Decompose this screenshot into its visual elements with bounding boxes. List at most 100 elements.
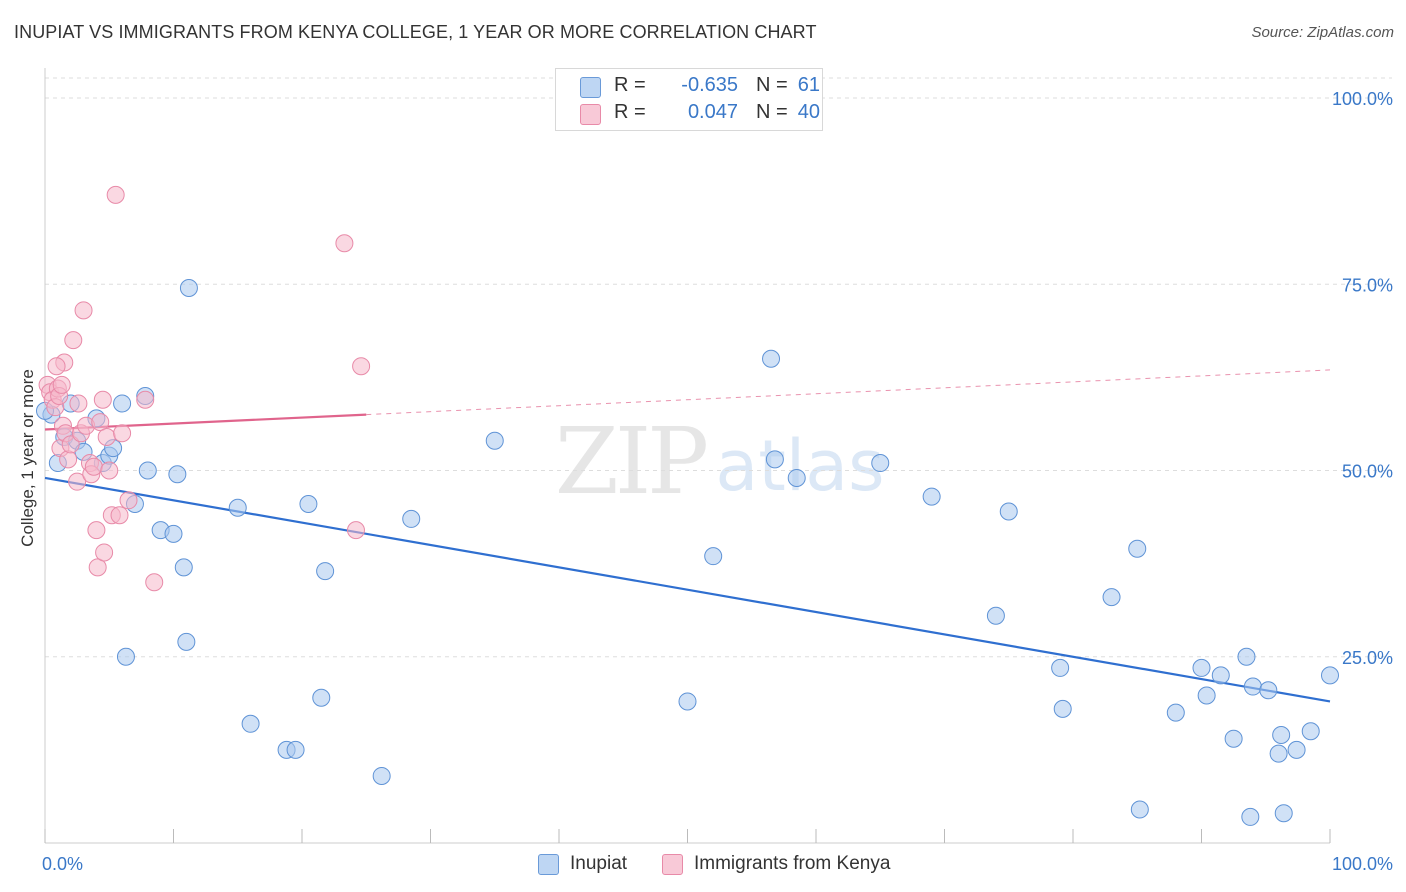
bottom-swatch-inupiat [538,854,559,875]
data-point-pink [113,424,132,443]
data-point-pink [95,543,114,562]
points-layer [36,185,1339,826]
legend-swatch-kenya [580,104,601,125]
data-point-pink [68,472,87,491]
data-point-blue [1287,740,1306,759]
source-credit: Source: ZipAtlas.com [1251,24,1394,41]
legend-n-label: N = [756,74,788,96]
data-point-pink [93,390,112,409]
data-point-pink [119,491,138,510]
data-point-blue [372,766,391,785]
data-point-blue [704,547,723,566]
data-point-blue [116,647,135,666]
legend-r-label: R = [614,101,646,123]
data-point-blue [999,502,1018,521]
data-point-blue [1241,807,1260,826]
y-tick-label: 25.0% [1342,648,1393,668]
y-tick-label: 100.0% [1332,89,1393,109]
grid-layer [45,77,1392,658]
x-tick-label: 0.0% [42,854,83,874]
data-point-blue [1259,681,1278,700]
data-point-pink [346,521,365,540]
axis-layer [44,68,1331,844]
data-point-blue [312,688,331,707]
data-point-blue [1237,647,1256,666]
trend-line-blue [44,476,1331,703]
legend-r-value: 0.047 [687,101,738,123]
y-axis-label: College, 1 year or more [18,369,37,547]
data-point-pink [97,427,116,446]
legend-n-value: 61 [797,74,820,96]
bottom-swatch-kenya [662,854,683,875]
data-point-pink [47,357,66,376]
data-point-blue [241,714,260,733]
data-point-blue [922,487,941,506]
data-point-blue [787,468,806,487]
data-point-blue [1051,658,1070,677]
data-point-pink [136,390,155,409]
data-point-pink [59,450,78,469]
data-point-blue [1192,658,1211,677]
data-point-blue [402,509,421,528]
data-point-blue [179,278,198,297]
data-point-blue [1274,804,1293,823]
data-point-pink [74,301,93,320]
data-point-blue [1211,666,1230,685]
data-point-blue [765,450,784,469]
data-point-pink [61,435,80,454]
data-point-blue [1321,666,1339,685]
data-point-blue [168,465,187,484]
data-point-blue [871,454,890,473]
legend-swatch-inupiat [580,77,601,98]
data-point-blue [316,562,335,581]
data-point-pink [64,331,83,350]
legend-n-value: 40 [797,101,820,123]
data-point-blue [485,431,504,450]
data-point-blue [164,524,183,543]
data-point-blue [1301,722,1320,741]
y-tick-label: 50.0% [1342,462,1393,482]
data-point-blue [1272,725,1291,744]
y-tick-label: 75.0% [1342,275,1393,295]
data-point-blue [678,692,697,711]
data-point-pink [106,185,125,204]
data-point-blue [228,498,247,517]
bottom-label-inupiat: Inupiat [570,853,628,874]
data-point-blue [1243,677,1262,696]
data-point-pink [88,558,107,577]
data-point-blue [1197,686,1216,705]
data-point-pink [335,234,354,253]
data-point-blue [286,740,305,759]
data-point-pink [69,394,88,413]
data-point-pink [110,506,129,525]
data-point-pink [100,461,119,480]
data-point-blue [113,394,132,413]
data-point-pink [87,521,106,540]
legend-n-label: N = [756,101,788,123]
data-point-blue [1102,588,1121,607]
data-point-blue [1166,703,1185,722]
data-point-blue [1130,800,1149,819]
data-point-blue [177,632,196,651]
data-point-pink [84,457,103,476]
x-tick-label: 100.0% [1332,854,1393,874]
data-point-blue [1269,744,1288,763]
data-point-blue [138,461,157,480]
data-point-blue [1224,729,1243,748]
watermark-atlas: atlas [715,425,884,507]
data-point-blue [986,606,1005,625]
correlation-legend: R = -0.635 N = 61 R = 0.047 N = 40 [555,68,823,131]
data-point-blue [1128,539,1147,558]
legend-r-value: -0.635 [681,74,738,96]
data-point-blue [1053,699,1072,718]
watermark: ZIP atlas [555,408,885,515]
watermark-zip: ZIP [555,408,706,515]
data-point-blue [174,558,193,577]
data-point-pink [52,375,71,394]
label-layer: 25.0% 50.0% 75.0% 100.0% 0.0% 100.0% College, … [18,89,1393,874]
data-point-pink [145,573,164,592]
data-point-blue [299,495,318,514]
bottom-label-kenya: Immigrants from Kenya [694,853,891,874]
legend-r-label: R = [614,74,646,96]
